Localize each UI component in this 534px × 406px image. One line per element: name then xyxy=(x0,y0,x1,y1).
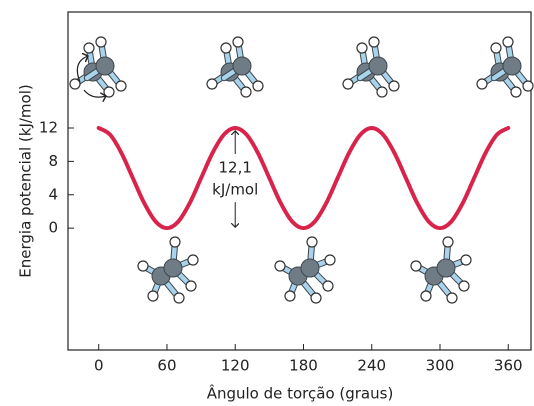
x-tick-label: 180 xyxy=(289,357,318,375)
plot-frame xyxy=(67,11,532,351)
x-tick-label: 0 xyxy=(94,357,104,375)
x-tick-label: 60 xyxy=(157,357,176,375)
x-tick-label: 120 xyxy=(221,357,250,375)
x-tick-label: 360 xyxy=(494,357,523,375)
y-tick-label: 12 xyxy=(39,119,58,137)
y-axis-label: Energia potencial (kJ/mol) xyxy=(17,84,35,277)
annotation: 12,1 xyxy=(219,159,252,177)
x-tick-label: 300 xyxy=(426,357,455,375)
y-tick-label: 8 xyxy=(48,152,58,170)
x-axis-label: Ângulo de torção (graus) xyxy=(207,384,394,403)
x-tick-label: 240 xyxy=(357,357,386,375)
line xyxy=(96,126,511,231)
y-tick-label: 0 xyxy=(48,219,58,237)
molecules xyxy=(70,37,533,303)
y-tick-label: 4 xyxy=(48,185,58,203)
annotation: kJ/mol xyxy=(212,181,258,199)
